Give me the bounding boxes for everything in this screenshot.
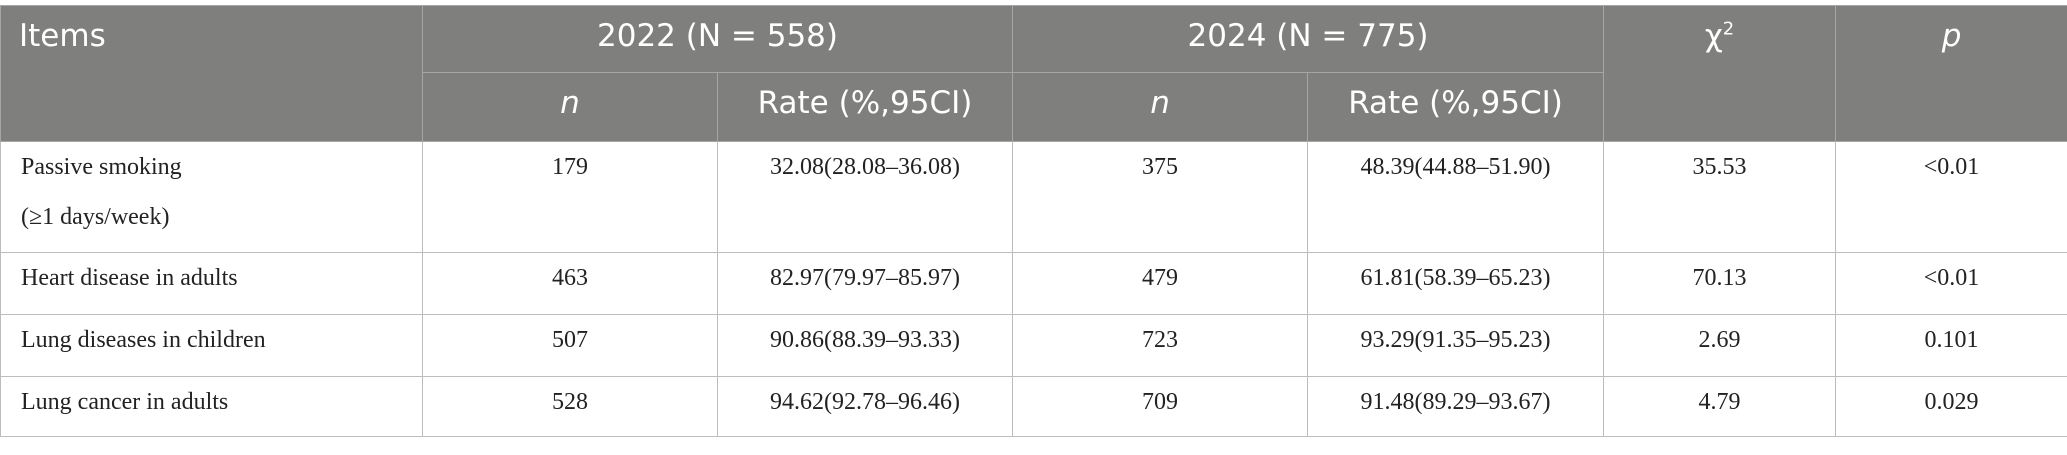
- row-label-line: Lung cancer in adults: [21, 389, 229, 415]
- header-cell: χ2: [1603, 5, 1837, 142]
- header-cell: Items: [0, 5, 423, 142]
- table-row: Lung cancer in adults 528 94.62(92.78–96.4…: [0, 376, 2067, 437]
- value-cell: 91.48(89.29–93.67): [1307, 376, 1605, 437]
- value-cell: 61.81(58.39–65.23): [1307, 252, 1605, 315]
- value-cell: 463: [422, 252, 718, 315]
- data-table: Items 2022 (N = 558) 2024 (N = 775) χ2 p…: [0, 5, 2067, 437]
- value-cell: 723: [1012, 314, 1309, 377]
- row-label-cell: Lung cancer in adults: [0, 376, 423, 437]
- p-label: p: [1941, 18, 1962, 54]
- table-row: Heart disease in adults 463 82.97(79.97–85…: [0, 252, 2067, 315]
- table-row: Lung diseases in children 507 90.86(88.39–…: [0, 314, 2067, 377]
- chi-symbol: χ: [1704, 18, 1723, 54]
- value-cell: 35.53: [1603, 141, 1837, 253]
- value-cell: 0.101: [1835, 314, 2067, 377]
- table-body: Passive smoking (≥1 days/week) 179 32.08(28…: [0, 141, 2067, 437]
- row-label-line: Passive smoking: [21, 154, 182, 180]
- value-cell: 4.79: [1603, 376, 1837, 437]
- value-cell: 709: [1012, 376, 1309, 437]
- value-cell: 32.08(28.08–36.08): [716, 141, 1014, 253]
- value-cell: 48.39(44.88–51.90): [1307, 141, 1605, 253]
- value-cell: 70.13: [1603, 252, 1837, 315]
- subheader-cell: n: [422, 72, 718, 142]
- header-cell: 2022 (N = 558): [421, 5, 1014, 73]
- chi-superscript: 2: [1722, 18, 1735, 40]
- value-cell: 82.97(79.97–85.97): [716, 252, 1014, 315]
- value-cell: <0.01: [1835, 252, 2067, 315]
- value-cell: <0.01: [1835, 141, 2067, 253]
- header-cell: p: [1835, 5, 2067, 142]
- subheader-row: n Rate (%,95CI) n Rate (%,95CI): [1, 72, 2067, 142]
- table-row: Passive smoking (≥1 days/week) 179 32.08(28…: [0, 141, 2067, 253]
- row-label-line: (≥1 days/week): [21, 204, 170, 230]
- value-cell: 528: [422, 376, 718, 437]
- value-cell: 90.86(88.39–93.33): [716, 314, 1014, 377]
- value-cell: 507: [422, 314, 718, 377]
- row-label-cell: Passive smoking (≥1 days/week): [0, 141, 423, 253]
- value-cell: 375: [1012, 141, 1309, 253]
- value-cell: 479: [1012, 252, 1309, 315]
- subheader-cell: n: [1012, 72, 1309, 142]
- subheader-cell: Rate (%,95CI): [1307, 72, 1605, 142]
- header-cell: 2024 (N = 775): [1012, 5, 1605, 73]
- row-label-cell: Heart disease in adults: [0, 252, 423, 315]
- value-cell: 0.029: [1835, 376, 2067, 437]
- row-label-cell: Lung diseases in children: [0, 314, 423, 377]
- value-cell: 94.62(92.78–96.46): [716, 376, 1014, 437]
- value-cell: 2.69: [1603, 314, 1837, 377]
- row-label-line: Lung diseases in children: [21, 327, 266, 353]
- row-label-line: Heart disease in adults: [21, 265, 238, 291]
- subheader-cell: Rate (%,95CI): [716, 72, 1014, 142]
- value-cell: 179: [422, 141, 718, 253]
- value-cell: 93.29(91.35–95.23): [1307, 314, 1605, 377]
